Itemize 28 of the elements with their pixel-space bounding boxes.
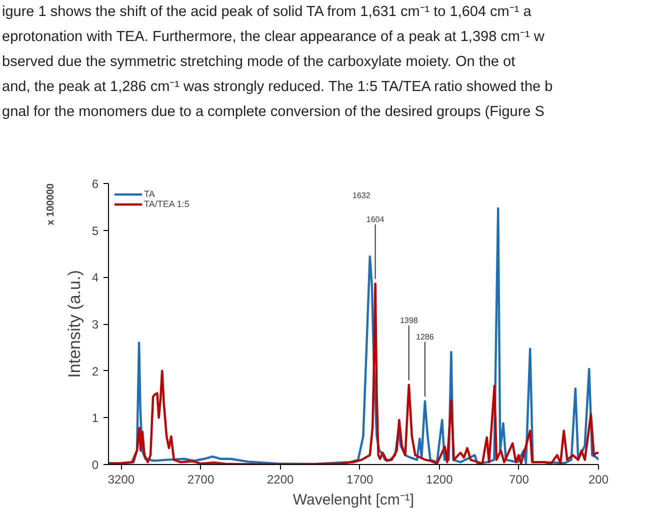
x-tick-label: 700 xyxy=(508,472,530,486)
y-tick-label: 0 xyxy=(92,458,99,472)
text: x 100000 xyxy=(46,183,56,226)
annotation: 1632 xyxy=(352,190,371,200)
text: and, the peak at 1,286 cm⁻¹ was strongly reduced. The 1:5 TA/TEA ratio showed the b xyxy=(2,78,553,97)
x-tick-label: 2200 xyxy=(266,472,294,486)
legend-label: TA xyxy=(144,189,156,199)
annotation: 1604 xyxy=(366,214,385,224)
y-tick-label: 6 xyxy=(92,177,99,191)
y-tick-label: 3 xyxy=(92,318,99,332)
text: eprotonation with TEA. Furthermore, the clear appearance of a peak at 1,398 cm⁻¹ w xyxy=(2,28,546,47)
y-tick-label: 1 xyxy=(92,411,99,426)
text: igure 1 shows the shift of the acid peak of solid TA from 1,631 cm⁻¹ to 1,604 cm⁻¹ a xyxy=(2,3,532,22)
y-tick-label: 2 xyxy=(92,364,99,378)
annotation: 1286 xyxy=(416,332,434,342)
y-tick-label: 5 xyxy=(92,224,99,238)
y-axis-title: Intensity (a.u.) xyxy=(64,270,84,378)
text: gnal for the monomers due to a complete conversion of the desired groups (Figure S xyxy=(2,103,546,122)
annotation: 1398 xyxy=(400,316,418,326)
x-tick-label: 2700 xyxy=(187,472,214,486)
x-axis-title: Wavelenght [cm⁻¹] xyxy=(292,492,414,508)
y-tick-label: 4 xyxy=(92,270,99,285)
legend-label: TA/TEA 1:5 xyxy=(144,199,190,209)
x-tick-label: 1700 xyxy=(346,472,374,486)
text: bserved due the symmetric stretching mode of the carboxylate moiety. On the ot xyxy=(2,53,516,72)
x-tick-label: 1200 xyxy=(426,472,454,486)
x-tick-label: 200 xyxy=(588,472,609,486)
x-tick-label: 3200 xyxy=(108,472,135,486)
